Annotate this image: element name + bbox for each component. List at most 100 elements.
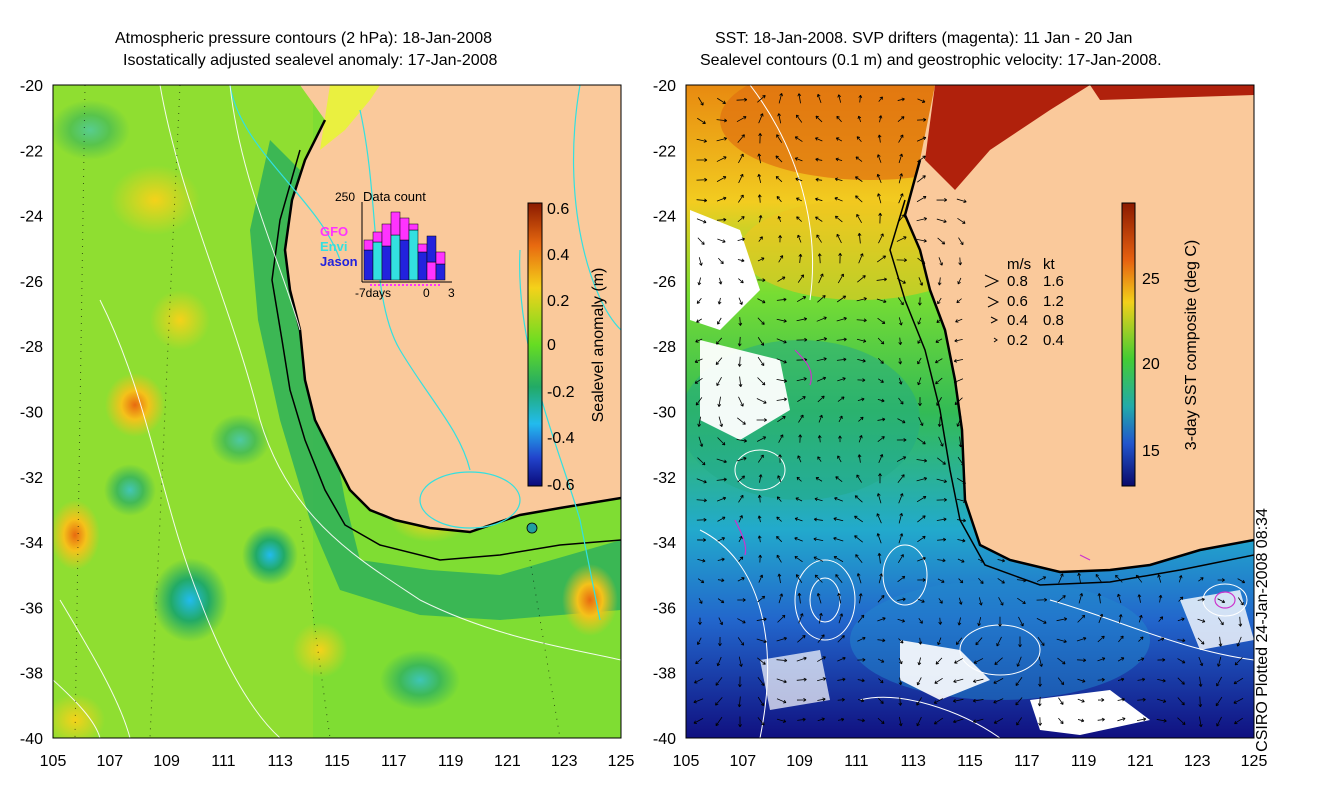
velocity-arrow <box>898 153 903 164</box>
velocity-arrow <box>796 656 807 662</box>
velocity-arrow <box>973 658 984 664</box>
velocity-arrow <box>898 716 903 727</box>
velocity-arrow <box>1117 677 1125 682</box>
velocity-arrow <box>817 395 825 403</box>
velocity-arrow <box>935 358 943 364</box>
right-lat-tick: -36 <box>653 600 676 617</box>
velocity-arrow <box>837 677 846 682</box>
velocity-arrow <box>758 215 763 223</box>
vkey-row4-ms: 0.2 <box>1007 332 1028 349</box>
velocity-arrow <box>933 698 944 704</box>
velocity-arrow <box>1117 717 1126 722</box>
velocity-arrow <box>716 118 728 123</box>
velocity-arrow <box>1135 574 1143 583</box>
left-cb-tick-2: 0.4 <box>547 247 569 264</box>
velocity-arrow <box>794 157 803 162</box>
velocity-arrow <box>936 457 946 465</box>
velocity-arrow <box>818 414 823 423</box>
velocity-arrow <box>693 718 704 724</box>
velocity-arrow <box>776 678 787 684</box>
velocity-arrow <box>778 93 783 104</box>
velocity-arrow <box>1077 658 1087 663</box>
velocity-arrow <box>855 554 863 563</box>
velocity-arrow <box>1198 696 1203 708</box>
velocity-arrow <box>877 658 885 663</box>
velocity-arrow <box>833 536 844 542</box>
right-lat-tick: -26 <box>653 274 676 291</box>
velocity-arrow <box>897 597 906 602</box>
velocity-arrow <box>794 536 803 542</box>
velocity-arrow <box>956 416 962 427</box>
velocity-arrow <box>1157 658 1166 662</box>
velocity-arrow <box>858 435 863 443</box>
velocity-arrow <box>817 656 826 662</box>
velocity-arrow <box>936 478 947 483</box>
velocity-arrow <box>837 592 842 604</box>
velocity-arrow <box>817 634 825 643</box>
velocity-arrow <box>857 378 866 383</box>
velocity-arrow <box>876 298 887 304</box>
velocity-arrow <box>953 678 964 683</box>
velocity-arrow <box>878 573 883 584</box>
velocity-arrow <box>877 398 885 403</box>
velocity-arrow <box>737 258 745 263</box>
velocity-arrow <box>857 678 865 683</box>
velocity-arrow <box>977 617 982 627</box>
velocity-arrow <box>1016 656 1022 667</box>
left-lon-tick: 109 <box>153 753 180 770</box>
velocity-arrow <box>814 574 823 583</box>
velocity-arrow <box>917 155 926 163</box>
velocity-arrow <box>977 558 985 563</box>
velocity-arrow <box>898 533 904 544</box>
velocity-arrow <box>877 337 885 345</box>
velocity-arrow <box>978 597 983 606</box>
velocity-arrow <box>797 274 805 283</box>
velocity-arrow <box>838 252 843 264</box>
velocity-arrow <box>973 718 984 724</box>
velocity-arrow <box>937 578 945 583</box>
right-lat-tick: -20 <box>653 78 676 95</box>
velocity-arrow <box>717 297 722 305</box>
velocity-arrow <box>716 176 727 183</box>
left-map-frame <box>52 84 622 739</box>
velocity-arrow <box>916 217 928 222</box>
velocity-arrow <box>833 556 844 563</box>
right-cb-tick-1: 25 <box>1142 271 1160 288</box>
velocity-arrow <box>693 698 704 704</box>
velocity-arrow <box>878 697 884 704</box>
velocity-arrow <box>1138 636 1144 642</box>
velocity-arrow <box>818 273 824 284</box>
velocity-arrow <box>1038 656 1043 667</box>
velocity-arrow <box>817 697 826 702</box>
velocity-arrow <box>996 636 1002 647</box>
velocity-arrow <box>776 297 787 302</box>
right-lon-tick: 117 <box>1014 753 1040 770</box>
velocity-arrow <box>1217 598 1226 604</box>
velocity-arrow <box>1237 578 1246 584</box>
velocity-arrow <box>935 657 943 665</box>
velocity-arrow <box>878 454 884 463</box>
velocity-arrow <box>737 237 746 242</box>
velocity-arrow <box>777 573 782 584</box>
velocity-arrow <box>1137 657 1145 662</box>
velocity-arrow <box>953 378 964 384</box>
vkey-row3-kt: 0.8 <box>1043 312 1064 329</box>
velocity-arrow <box>917 578 926 582</box>
velocity-arrow <box>957 538 966 543</box>
vkey-row1-kt: 1.6 <box>1043 273 1064 290</box>
velocity-arrow <box>857 657 866 662</box>
velocity-arrow <box>737 336 742 347</box>
velocity-arrow <box>917 598 925 603</box>
velocity-arrow <box>776 318 787 323</box>
velocity-arrow <box>798 414 804 423</box>
velocity-arrow <box>698 617 702 625</box>
velocity-arrow <box>757 494 762 503</box>
velocity-arrow <box>897 575 906 583</box>
velocity-arrow <box>1177 717 1186 726</box>
vkey-row4-kt: 0.4 <box>1043 332 1064 349</box>
velocity-arrow <box>1058 697 1064 705</box>
velocity-arrow <box>1215 696 1223 707</box>
credit-text: CSIRO Plotted 24-Jan-2008 08:34 <box>1254 508 1271 752</box>
velocity-arrow <box>737 598 746 602</box>
velocity-arrow <box>1016 717 1023 726</box>
